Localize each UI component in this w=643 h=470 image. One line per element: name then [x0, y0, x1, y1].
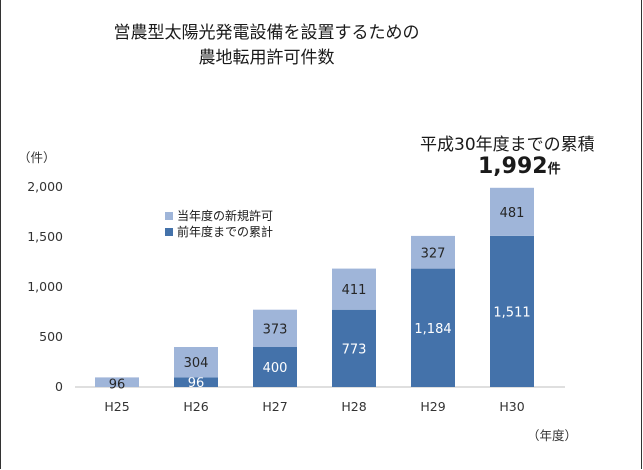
x-tick-label: H25 — [104, 399, 129, 414]
y-tick-label: 0 — [55, 379, 63, 394]
bar-segment — [490, 235, 534, 387]
bar-segment — [174, 377, 218, 387]
cumulative-note: 平成30年度までの累積 — [420, 135, 595, 155]
y-axis-label: （件） — [18, 150, 56, 165]
x-tick-label: H28 — [341, 399, 366, 414]
y-ticks: 0 500 1,000 1,500 2,000 — [27, 179, 63, 394]
chart-title: 営農型太陽光発電設備を設置するための — [113, 23, 420, 43]
data-label: 327 — [421, 246, 446, 261]
data-label: 96 — [188, 376, 205, 391]
x-tick-label: H30 — [499, 399, 524, 414]
bar-segment — [253, 309, 297, 347]
data-label: 773 — [342, 342, 367, 357]
legend-label: 当年度の新規許可 — [177, 208, 273, 223]
bars: 96 96 304 400 373 773 411 1,184 327 1,511 481 — [95, 187, 534, 392]
bar-segment — [95, 377, 139, 387]
bar-segment — [174, 347, 218, 378]
legend-swatch — [165, 228, 173, 236]
bar-segment — [253, 347, 297, 387]
bar-segment — [411, 235, 455, 269]
data-label: 1,184 — [414, 322, 451, 337]
data-label: 400 — [263, 361, 288, 376]
data-label: 96 — [109, 377, 126, 392]
y-tick-label: 1,500 — [27, 229, 63, 244]
y-tick-label: 500 — [39, 329, 63, 344]
bar-segment — [411, 268, 455, 387]
bar-segment — [332, 268, 376, 310]
bar-segment — [332, 309, 376, 387]
data-label: 411 — [342, 283, 367, 298]
x-tick-label: H26 — [183, 399, 208, 414]
data-label: 373 — [263, 322, 288, 337]
data-label: 304 — [184, 356, 209, 371]
x-tick-label: H27 — [262, 399, 287, 414]
cumulative-total-unit: 件 — [547, 162, 561, 177]
chart-subtitle: 農地転用許可件数 — [198, 48, 335, 68]
data-label: 1,511 — [493, 305, 530, 320]
data-label: 481 — [500, 206, 525, 221]
cumulative-total-value: 1,992 — [478, 154, 548, 179]
y-tick-label: 2,000 — [27, 179, 63, 194]
y-tick-label: 1,000 — [27, 279, 63, 294]
cumulative-total: 1,992件 — [478, 154, 561, 179]
x-tick-label: H29 — [420, 399, 445, 414]
x-ticks: H25 H26 H27 H28 H29 H30 — [104, 399, 524, 414]
legend-label: 前年度までの累計 — [177, 224, 273, 239]
legend-swatch — [165, 212, 173, 220]
x-axis-label: （年度） — [527, 428, 577, 443]
bar-segment — [490, 187, 534, 236]
